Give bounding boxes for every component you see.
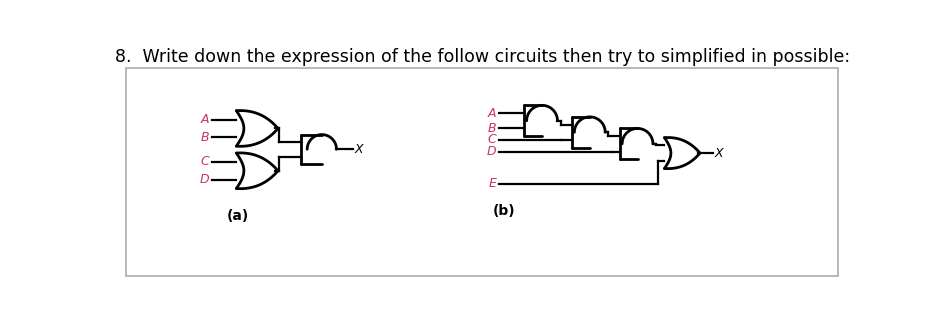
Text: B: B [201,131,209,144]
Text: X: X [715,147,723,160]
Text: D: D [200,173,209,186]
Text: C: C [488,133,496,146]
FancyBboxPatch shape [126,68,837,276]
Text: A: A [488,107,496,120]
Text: E: E [489,177,496,190]
Text: 8.  Write down the expression of the follow circuits then try to simplified in p: 8. Write down the expression of the foll… [115,48,851,66]
Text: C: C [201,156,209,169]
Text: A: A [201,113,209,126]
Text: (a): (a) [227,209,249,223]
Text: (b): (b) [493,204,515,218]
Text: B: B [488,122,496,135]
Text: X: X [355,143,364,156]
Text: D: D [487,145,496,158]
